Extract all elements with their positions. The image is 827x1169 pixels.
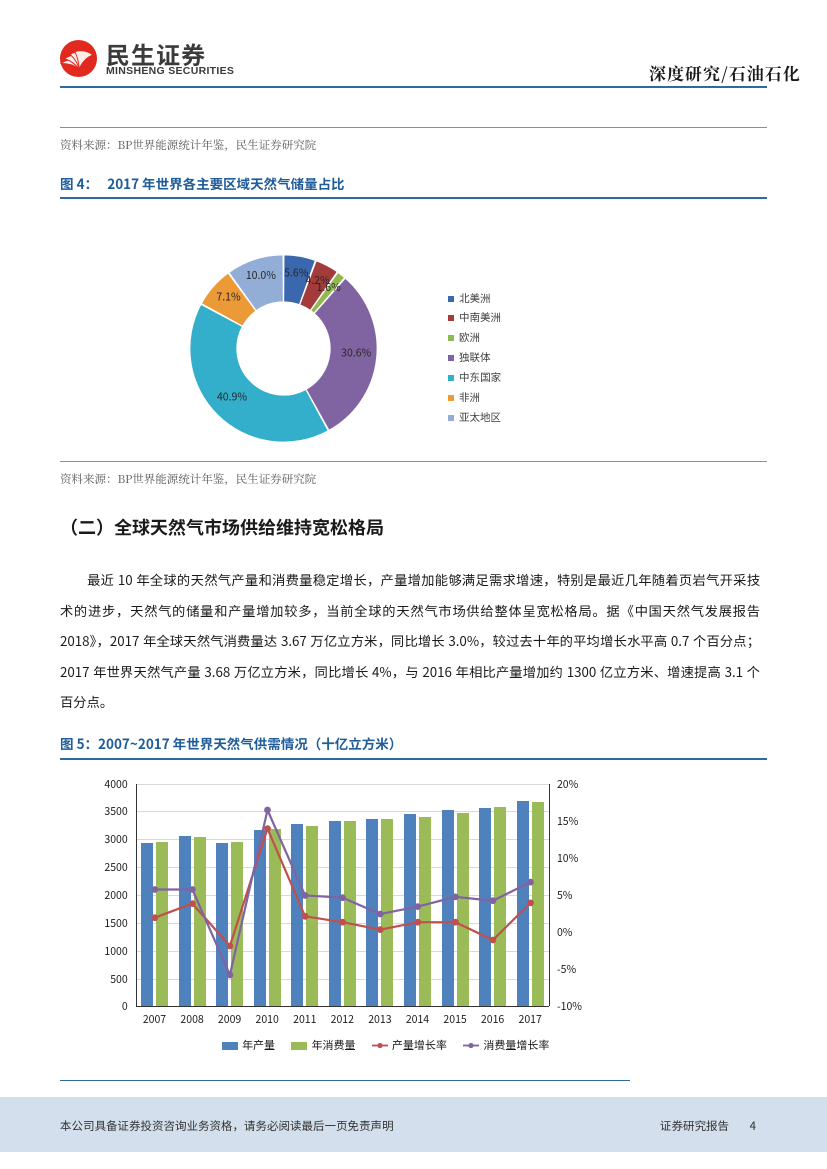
svg-text:1.6%: 1.6% bbox=[316, 280, 341, 295]
svg-text:10.0%: 10.0% bbox=[245, 268, 275, 283]
svg-text:30.6%: 30.6% bbox=[341, 345, 371, 360]
svg-text:40.9%: 40.9% bbox=[216, 389, 246, 404]
svg-text:7.1%: 7.1% bbox=[216, 289, 241, 304]
